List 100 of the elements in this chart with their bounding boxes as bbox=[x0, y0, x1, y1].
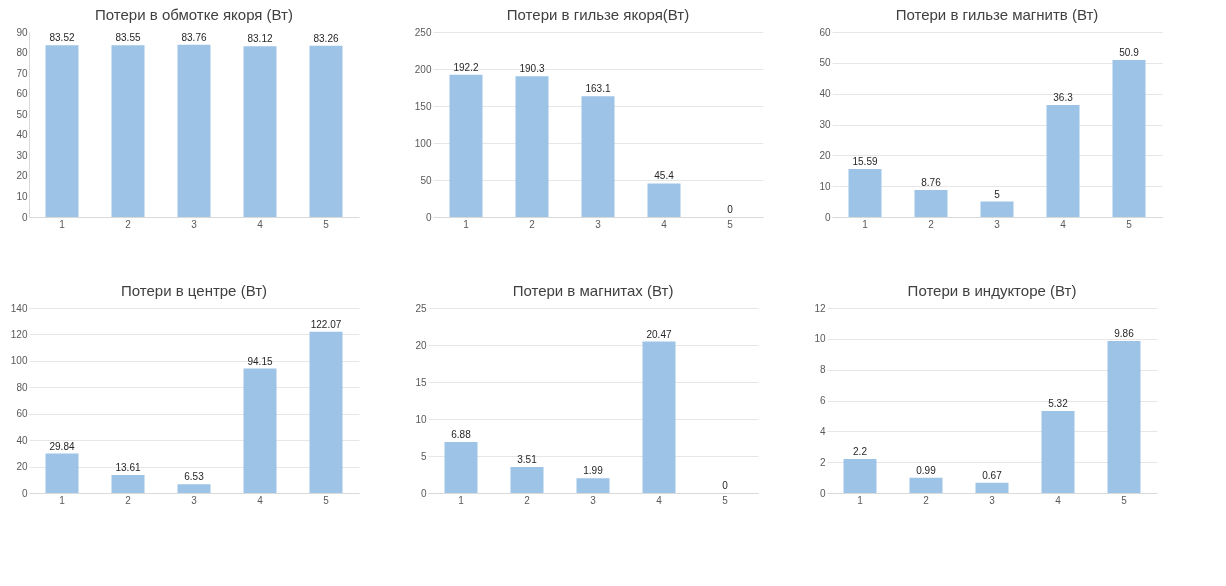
bar bbox=[444, 442, 478, 493]
y-tick-label: 50 bbox=[16, 108, 28, 120]
bar bbox=[449, 74, 483, 217]
y-tick-label: 8 bbox=[819, 364, 826, 376]
y-tick-label: 10 bbox=[814, 333, 826, 345]
x-tick-label: 5 bbox=[727, 218, 734, 230]
chart-title: Потери в магнитах (Вт) bbox=[512, 282, 674, 299]
y-tick-label: 15 bbox=[415, 376, 427, 388]
data-label: 29.84 bbox=[49, 440, 75, 452]
data-label: 15.59 bbox=[852, 155, 878, 167]
y-tick-label: 250 bbox=[414, 26, 432, 38]
x-tick-label: 4 bbox=[1055, 494, 1062, 506]
y-tick-label: 80 bbox=[16, 381, 28, 393]
bar bbox=[1112, 60, 1146, 217]
data-label: 83.55 bbox=[115, 32, 141, 44]
y-tick-label: 30 bbox=[819, 119, 831, 130]
data-label: 83.52 bbox=[49, 32, 75, 44]
y-tick-label: 30 bbox=[16, 149, 28, 161]
y-tick-label: 50 bbox=[420, 174, 432, 186]
x-tick-label: 3 bbox=[994, 218, 1001, 230]
data-label: 9.86 bbox=[1114, 327, 1135, 339]
y-tick-label: 140 bbox=[10, 302, 28, 314]
bar bbox=[848, 168, 882, 217]
data-label: 0 bbox=[727, 204, 734, 215]
data-label: 83.76 bbox=[181, 31, 207, 43]
y-tick-label: 120 bbox=[10, 328, 28, 340]
y-tick-label: 10 bbox=[16, 190, 28, 202]
x-tick-label: 4 bbox=[661, 218, 668, 230]
x-tick-label: 5 bbox=[323, 494, 330, 506]
bar bbox=[975, 482, 1009, 493]
y-tick-label: 0 bbox=[420, 487, 427, 499]
x-tick-label: 5 bbox=[1121, 494, 1128, 506]
y-tick-label: 0 bbox=[819, 487, 826, 499]
y-tick-label: 100 bbox=[10, 355, 28, 367]
x-tick-label: 5 bbox=[323, 218, 330, 230]
x-tick-label: 3 bbox=[191, 494, 198, 506]
bar bbox=[1107, 340, 1141, 493]
x-tick-label: 2 bbox=[923, 494, 930, 506]
y-tick-label: 50 bbox=[819, 57, 831, 69]
data-label: 83.26 bbox=[313, 32, 339, 44]
y-tick-label: 0 bbox=[21, 211, 28, 223]
bar bbox=[510, 467, 544, 493]
chart-title: Потери в обмотке якоря (Вт) bbox=[95, 6, 293, 23]
y-tick-label: 0 bbox=[824, 211, 831, 223]
y-tick-label: 70 bbox=[16, 67, 28, 79]
bar bbox=[642, 341, 676, 493]
x-tick-label: 1 bbox=[458, 494, 465, 506]
data-label: 13.61 bbox=[115, 462, 141, 474]
chart-title: Потери в индукторе (Вт) bbox=[907, 282, 1077, 299]
data-label: 163.1 bbox=[585, 83, 611, 95]
y-tick-label: 20 bbox=[16, 461, 28, 473]
x-tick-label: 1 bbox=[59, 218, 66, 230]
y-tick-label: 20 bbox=[415, 339, 427, 351]
data-label: 6.53 bbox=[184, 471, 205, 483]
data-label: 0.99 bbox=[916, 464, 937, 476]
bar bbox=[843, 459, 877, 493]
y-tick-label: 60 bbox=[819, 26, 831, 38]
chart-title: Потери в центре (Вт) bbox=[120, 282, 268, 299]
x-tick-label: 2 bbox=[125, 494, 132, 506]
data-label: 1.99 bbox=[583, 465, 604, 477]
data-label: 5.32 bbox=[1048, 397, 1069, 409]
bar bbox=[177, 484, 211, 493]
data-label: 8.76 bbox=[921, 176, 942, 188]
x-tick-label: 3 bbox=[191, 218, 198, 230]
y-tick-label: 0 bbox=[425, 211, 432, 223]
data-label: 3.51 bbox=[517, 454, 538, 466]
x-tick-label: 5 bbox=[722, 494, 729, 506]
y-tick-label: 150 bbox=[414, 100, 432, 112]
x-tick-label: 1 bbox=[857, 494, 864, 506]
data-label: 83.12 bbox=[247, 33, 273, 45]
y-tick-label: 5 bbox=[420, 450, 427, 462]
y-tick-label: 10 bbox=[819, 180, 831, 192]
x-tick-label: 4 bbox=[1060, 218, 1067, 230]
y-tick-label: 60 bbox=[16, 408, 28, 420]
y-tick-label: 100 bbox=[414, 137, 432, 149]
data-label: 36.3 bbox=[1053, 92, 1074, 104]
y-tick-label: 90 bbox=[16, 26, 28, 38]
data-label: 192.2 bbox=[453, 61, 479, 73]
y-tick-label: 2 bbox=[819, 456, 826, 468]
data-label: 2.2 bbox=[853, 446, 868, 458]
y-tick-label: 40 bbox=[16, 129, 28, 141]
x-tick-label: 3 bbox=[989, 494, 996, 506]
bar bbox=[581, 96, 615, 217]
data-label: 5 bbox=[994, 188, 1001, 200]
bar bbox=[309, 331, 343, 493]
y-tick-label: 0 bbox=[21, 487, 28, 499]
data-label: 122.07 bbox=[310, 318, 342, 330]
bar bbox=[243, 368, 277, 493]
bar bbox=[909, 477, 943, 493]
y-tick-label: 80 bbox=[16, 47, 28, 59]
data-label: 20.47 bbox=[646, 328, 672, 340]
y-tick-label: 6 bbox=[819, 395, 826, 406]
x-tick-label: 3 bbox=[590, 494, 597, 506]
bar bbox=[45, 453, 79, 493]
bar bbox=[1046, 105, 1080, 217]
y-tick-label: 60 bbox=[16, 88, 28, 100]
y-tick-label: 200 bbox=[414, 63, 432, 75]
x-tick-label: 4 bbox=[257, 218, 264, 230]
data-label: 0.67 bbox=[982, 469, 1003, 481]
bar bbox=[111, 475, 145, 493]
